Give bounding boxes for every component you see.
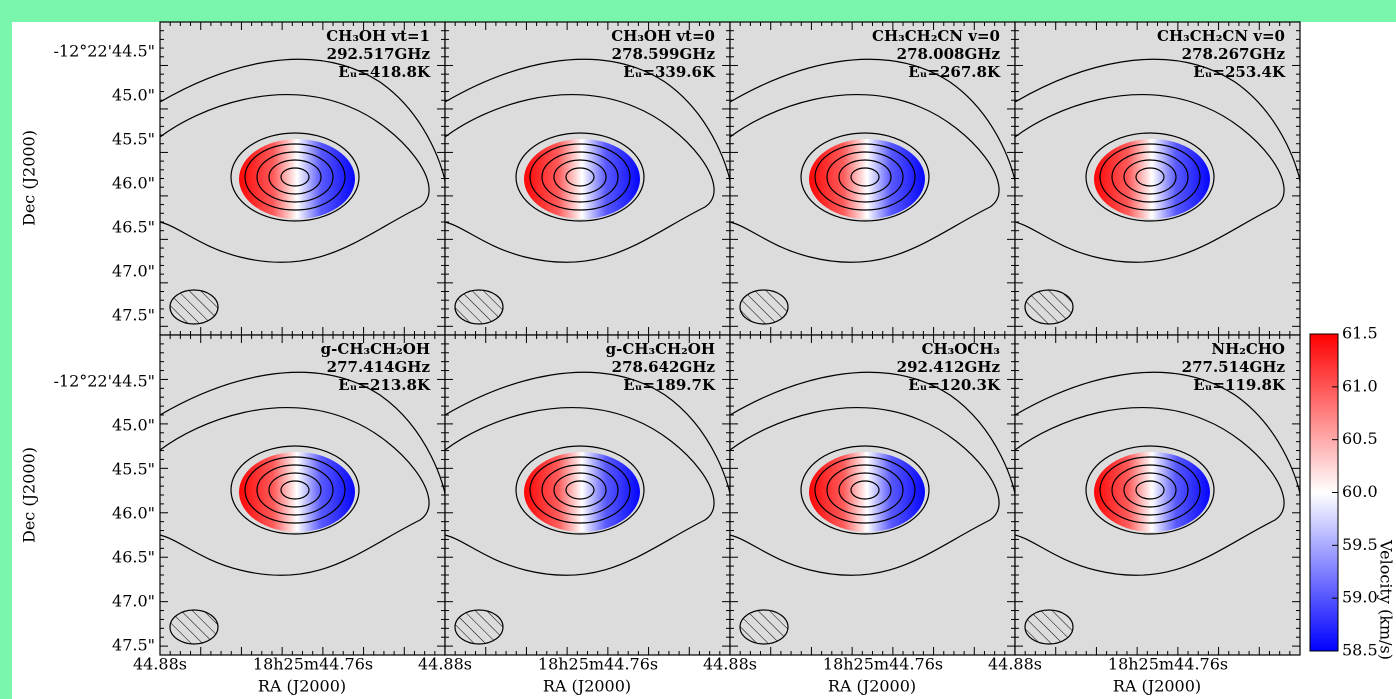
figure: Dec (J2000) Dec (J2000) Velocity (km/s) … (0, 0, 1396, 699)
colorbar-tick-label: 61.5 (1342, 324, 1378, 343)
y-axis-label: Dec (J2000) (20, 447, 39, 543)
panel-title: Eᵤ=213.8K (338, 376, 431, 394)
x-axis-label: RA (J2000) (1113, 677, 1201, 696)
beam (170, 610, 218, 644)
x-tick-label: 44.88s (418, 655, 472, 674)
panel-title: 278.642GHz (612, 358, 716, 376)
y-tick-label: 46.5" (112, 548, 155, 567)
y-tick-label: 45.5" (112, 460, 155, 479)
beam (170, 290, 218, 324)
panel-title: Eᵤ=253.4K (1193, 63, 1286, 81)
panel-title: Eᵤ=120.3K (908, 376, 1001, 394)
panel-title: 277.414GHz (327, 358, 431, 376)
x-tick-label: 44.88s (703, 655, 757, 674)
panel-title: NH₂CHO (1211, 340, 1285, 358)
panel-title: CH₃CH₂CN v=0 (872, 27, 1000, 45)
panel-title: Eᵤ=339.6K (623, 63, 716, 81)
y-tick-label: 45.0" (112, 416, 155, 435)
y-tick-label: 46.0" (112, 504, 155, 523)
y-tick-label: 47.5" (112, 306, 155, 325)
y-tick-label: 46.5" (112, 218, 155, 237)
colorbar-tick-label: 61.0 (1342, 376, 1378, 395)
beam (1025, 610, 1073, 644)
y-tick-label: 45.0" (112, 86, 155, 105)
x-tick-label: 18h25m44.76s (823, 655, 943, 674)
colorbar-label: Velocity (km/s) (1377, 539, 1396, 660)
colorbar-tick-label: 60.5 (1342, 429, 1378, 448)
y-tick-label: 47.0" (112, 262, 155, 281)
x-tick-label: 44.88s (988, 655, 1042, 674)
panel-title: 278.267GHz (1182, 45, 1286, 63)
panel-title: g-CH₃CH₂OH (606, 340, 715, 358)
panel-title: 277.514GHz (1182, 358, 1286, 376)
colorbar-tick-label: 59.5 (1342, 535, 1378, 554)
panel-title: 278.599GHz (612, 45, 716, 63)
y-tick-label: -12°22'44.5" (53, 42, 155, 61)
x-axis-label: RA (J2000) (543, 677, 631, 696)
panel-title: g-CH₃CH₂OH (321, 340, 430, 358)
panel-title: 292.517GHz (327, 45, 431, 63)
beam (740, 290, 788, 324)
panel-title: 278.008GHz (897, 45, 1001, 63)
y-tick-label: 47.0" (112, 592, 155, 611)
beam (1025, 290, 1073, 324)
panel-title: Eᵤ=418.8K (338, 63, 431, 81)
colorbar-tick-label: 59.0 (1342, 588, 1378, 607)
x-axis-label: RA (J2000) (828, 677, 916, 696)
panel-title: CH₃OH vt=0 (611, 27, 715, 45)
panel-title: Eᵤ=119.8K (1193, 376, 1286, 394)
x-tick-label: 18h25m44.76s (1108, 655, 1228, 674)
colorbar-tick-label: 60.0 (1342, 482, 1378, 501)
panel-title: Eᵤ=189.7K (623, 376, 716, 394)
y-tick-label: 46.0" (112, 174, 155, 193)
y-tick-label: 47.5" (112, 636, 155, 655)
panel-title: CH₃OH vt=1 (326, 27, 430, 45)
page: {"figure": { "panels": [ {"lines": ["CH₃… (0, 0, 1396, 699)
panel-title: CH₃CH₂CN v=0 (1157, 27, 1285, 45)
beam (740, 610, 788, 644)
x-tick-label: 18h25m44.76s (253, 655, 373, 674)
x-tick-label: 18h25m44.76s (538, 655, 658, 674)
beam (455, 290, 503, 324)
panel-title: Eᵤ=267.8K (908, 63, 1001, 81)
x-axis-label: RA (J2000) (258, 677, 346, 696)
x-tick-label: 44.88s (133, 655, 187, 674)
colorbar-tick-label: 58.5 (1342, 641, 1378, 660)
panel-title: CH₃OCH₃ (922, 340, 1000, 358)
beam (455, 610, 503, 644)
y-axis-label: Dec (J2000) (20, 130, 39, 226)
y-tick-label: 45.5" (112, 130, 155, 149)
y-tick-label: -12°22'44.5" (53, 372, 155, 391)
panel-title: 292.412GHz (897, 358, 1001, 376)
